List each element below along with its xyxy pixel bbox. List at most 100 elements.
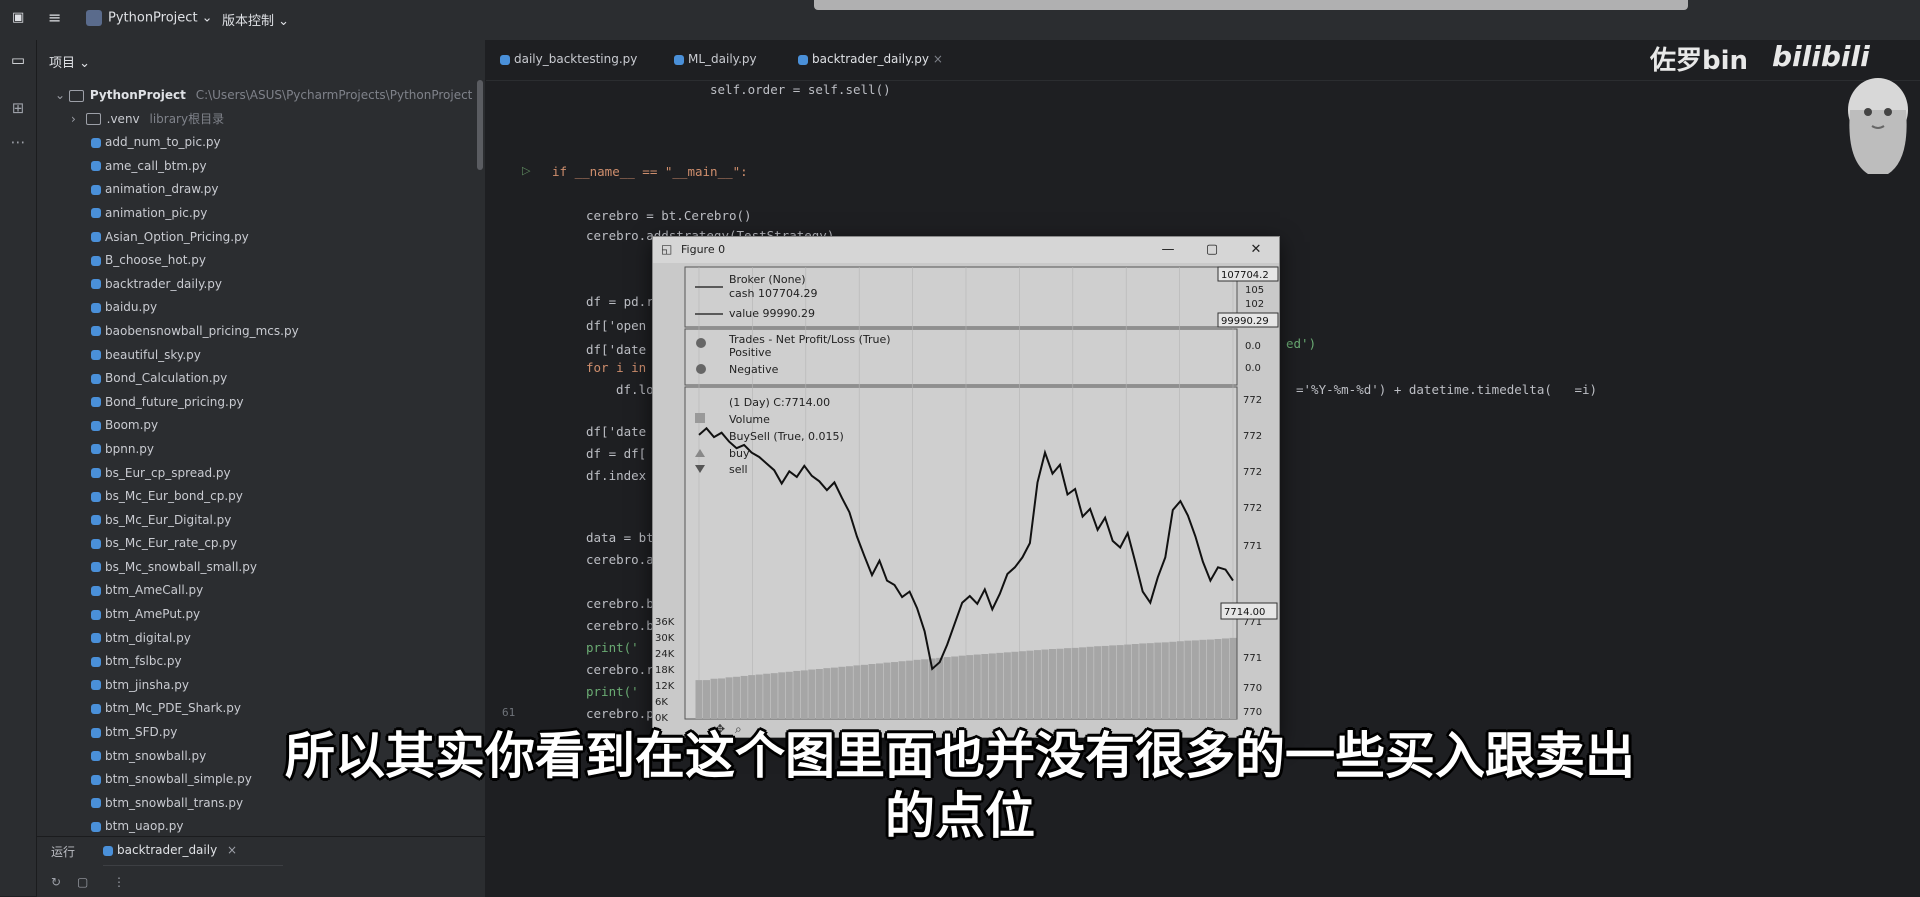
volume-bar (1018, 651, 1026, 719)
file-item[interactable]: B_choose_hot.py (37, 249, 485, 273)
app-icon[interactable]: ▣ (12, 10, 25, 25)
axis-tick: 12K (655, 681, 675, 692)
main-menu-icon[interactable]: ≡ (48, 8, 62, 27)
folder-icon[interactable]: ▭ (10, 51, 26, 69)
vcs-menu[interactable]: 版本控制 ⌄ (222, 14, 290, 29)
file-item[interactable]: Bond_Calculation.py (37, 367, 485, 391)
volume-bar (1139, 643, 1147, 719)
python-file-icon (91, 774, 101, 785)
file-name: btm_uaop.py (105, 819, 184, 834)
file-item[interactable]: btm_jinsha.py (37, 674, 485, 698)
pan-icon[interactable]: ✥ (715, 722, 725, 736)
maximize-icon[interactable]: ▢ (1205, 242, 1219, 257)
python-file-icon (91, 161, 101, 172)
minimize-icon[interactable]: — (1161, 242, 1175, 257)
close-icon[interactable]: × (227, 843, 238, 857)
more-icon[interactable]: ⋮ (113, 875, 125, 889)
volume-bar (883, 662, 891, 719)
project-panel-title[interactable]: 项目 ⌄ (49, 56, 91, 71)
code-line: print(' (586, 640, 639, 655)
volume-bar (1109, 645, 1117, 719)
file-name: animation_pic.py (105, 205, 208, 220)
file-item[interactable]: btm_fslbc.py (37, 650, 485, 674)
volume-bar (1079, 647, 1087, 719)
volume-bar (996, 652, 1004, 719)
volume-bar (733, 676, 741, 719)
volume-bar (703, 680, 711, 719)
code-line: df['date (586, 424, 647, 439)
close-icon[interactable]: ✕ (1250, 242, 1262, 257)
tree-root[interactable]: ⌄ PythonProject C:\Users\ASUS\PycharmPro… (55, 88, 473, 102)
axis-tick: 771 (1243, 617, 1262, 628)
file-item[interactable]: bs_Eur_cp_spread.py (37, 462, 485, 486)
python-file-icon (91, 302, 101, 313)
file-item[interactable]: btm_AmeCall.py (37, 579, 485, 603)
file-item[interactable]: Asian_Option_Pricing.py (37, 226, 485, 250)
zoom-icon[interactable]: ⌕ (735, 722, 742, 736)
file-item[interactable]: btm_digital.py (37, 627, 485, 651)
run-gutter-icon[interactable]: ▷ (522, 164, 531, 177)
file-name: animation_draw.py (105, 182, 219, 197)
file-item[interactable]: btm_uaop.py (37, 815, 485, 839)
file-item[interactable]: bs_Mc_Eur_rate_cp.py (37, 532, 485, 556)
file-item[interactable]: btm_snowball_simple.py (37, 768, 485, 792)
file-item[interactable]: baidu.py (37, 296, 485, 320)
file-item[interactable]: Boom.py (37, 414, 485, 438)
more-icon[interactable]: ⋯ (10, 133, 26, 151)
axis-tick: 0.0 (1245, 341, 1261, 352)
file-item[interactable]: animation_pic.py (37, 202, 485, 226)
tab-ml-daily[interactable]: ML_daily.py (674, 52, 757, 66)
file-item[interactable]: add_num_to_pic.py (37, 131, 485, 155)
python-file-icon (91, 468, 101, 478)
file-item[interactable]: backtrader_daily.py (37, 273, 485, 297)
tool-window-strip: ▭ ⊞ ⋯ (0, 40, 37, 896)
file-item[interactable]: btm_AmePut.py (37, 603, 485, 627)
tab-backtrader-daily[interactable]: backtrader_daily.py × (798, 52, 943, 66)
project-avatar (86, 10, 102, 26)
file-item[interactable]: animation_draw.py (37, 178, 485, 202)
run-tab[interactable]: backtrader_daily × (103, 843, 237, 857)
file-item[interactable]: btm_Mc_PDE_Shark.py (37, 697, 485, 721)
volume-bar (1124, 644, 1132, 719)
structure-icon[interactable]: ⊞ (11, 99, 25, 117)
volume-bar (1169, 641, 1177, 719)
file-name: baobensnowball_pricing_mcs.py (105, 323, 299, 338)
legend-text: buy (729, 447, 750, 460)
file-item[interactable]: bpnn.py (37, 438, 485, 462)
tree-venv[interactable]: › .venv library根目录 (71, 111, 225, 126)
close-icon[interactable]: × (932, 52, 943, 66)
axis-tick: 771 (1243, 653, 1262, 664)
code-line: df.index (586, 468, 647, 483)
rerun-icon[interactable]: ↻ (51, 875, 62, 889)
python-file-icon (91, 491, 101, 502)
axis-tick: 772 (1243, 431, 1262, 442)
python-file-icon (91, 751, 101, 762)
figure-window[interactable]: ◱ Figure 0 — ▢ ✕ Broker (None) cash 1077… (652, 236, 1280, 738)
file-item[interactable]: Bond_future_pricing.py (37, 391, 485, 415)
file-item[interactable]: bs_Mc_Eur_Digital.py (37, 509, 485, 533)
file-item[interactable]: btm_snowball_trans.py (37, 792, 485, 816)
file-item[interactable]: bs_Mc_snowball_small.py (37, 556, 485, 580)
project-switcher[interactable]: PythonProject ⌄ (86, 10, 213, 26)
stop-icon[interactable]: ▢ (77, 875, 89, 889)
broker-panel (684, 266, 1238, 328)
file-item[interactable]: btm_snowball.py (37, 745, 485, 769)
volume-bar (966, 655, 974, 719)
tab-daily-backtesting[interactable]: daily_backtesting.py (500, 52, 637, 66)
project-scrollbar[interactable] (477, 80, 483, 170)
volume-bar (1011, 651, 1019, 719)
file-item[interactable]: baobensnowball_pricing_mcs.py (37, 320, 485, 344)
file-item[interactable]: beautiful_sky.py (37, 344, 485, 368)
figure-titlebar[interactable]: ◱ Figure 0 — ▢ ✕ (653, 237, 1279, 263)
volume-bar (1041, 649, 1049, 719)
axis-tick: 770 (1243, 683, 1262, 694)
python-file-icon (91, 680, 101, 691)
file-item[interactable]: ame_call_btm.py (37, 155, 485, 179)
file-item[interactable]: btm_SFD.py (37, 721, 485, 745)
python-file-icon (91, 373, 101, 384)
file-item[interactable]: bs_Mc_Eur_bond_cp.py (37, 485, 485, 509)
chevron-down-icon: ⌄ (55, 88, 66, 102)
volume-bar (1131, 644, 1139, 719)
volume-bar (808, 669, 816, 719)
code-fragment: ='%Y-%m-%d') + datetime.timedelta( =i) (1296, 382, 1598, 397)
